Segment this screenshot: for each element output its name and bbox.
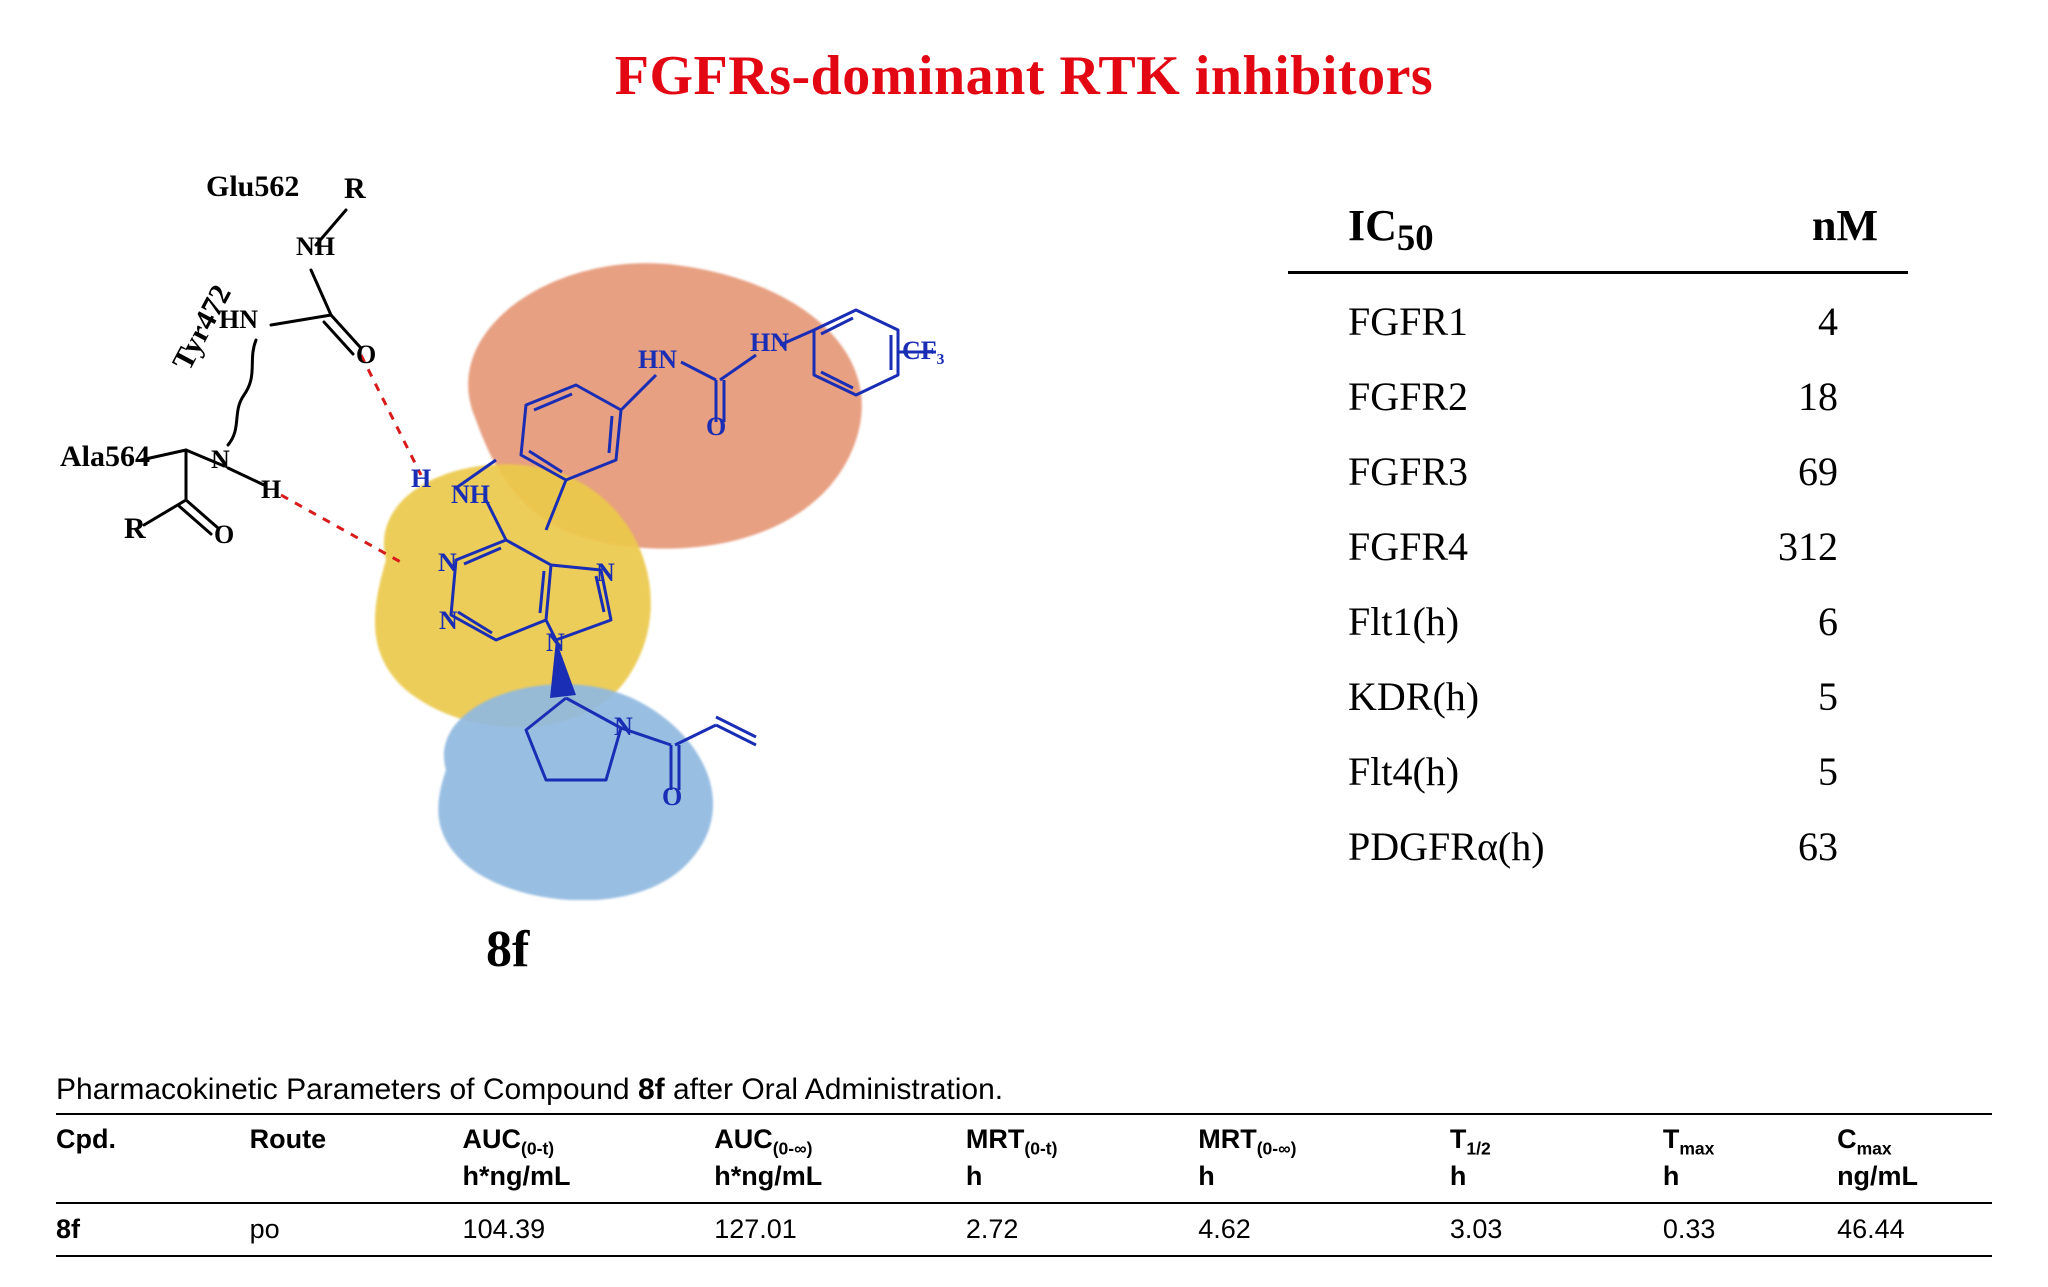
pk-col-header: T1/2h: [1450, 1123, 1663, 1194]
atom-N-ring: N: [614, 712, 633, 742]
atom-O2: O: [214, 520, 234, 550]
ic50-row: FGFR1 4: [1288, 284, 1908, 359]
pk-cell: 46.44: [1837, 1214, 1992, 1245]
atom-H-mid: H: [261, 475, 281, 505]
atom-H-core: H: [411, 464, 431, 494]
ic50-row: FGFR2 18: [1288, 359, 1908, 434]
pk-block: Pharmacokinetic Parameters of Compound 8…: [56, 1073, 1992, 1257]
ic50-kinase: Flt1(h): [1348, 598, 1459, 645]
ic50-kinase: PDGFRα(h): [1348, 823, 1545, 870]
atom-N-pyr3: N: [596, 558, 615, 588]
ic50-header-left: IC50: [1348, 200, 1434, 259]
pk-caption-suffix: after Oral Administration.: [665, 1073, 1003, 1106]
pk-col-header: Cpd.: [56, 1123, 250, 1194]
pk-cell: 0.33: [1663, 1214, 1837, 1245]
ic50-kinase: FGFR4: [1348, 523, 1468, 570]
pk-cell: po: [250, 1214, 463, 1245]
ic50-row: Flt4(h) 5: [1288, 734, 1908, 809]
atom-N-pyr1: N: [438, 548, 457, 578]
atom-HN-urea1: HN: [638, 345, 677, 375]
atom-N-pyr2: N: [439, 606, 458, 636]
pk-col-header: Tmaxh: [1663, 1123, 1837, 1194]
pk-cell: 3.03: [1450, 1214, 1663, 1245]
molecule-diagram: Glu562 R NH HN O Tyr472 Ala564 N H O R H…: [56, 150, 956, 1000]
ic50-row: FGFR4 312: [1288, 509, 1908, 584]
ic50-value: 69: [1738, 448, 1838, 495]
ic50-header-row: IC50 nM: [1288, 200, 1908, 274]
ic50-value: 18: [1738, 373, 1838, 420]
pk-cell: 104.39: [463, 1214, 715, 1245]
pk-row: 8fpo104.39127.012.724.623.030.3346.44: [56, 1204, 1992, 1255]
ic50-row: PDGFRα(h) 63: [1288, 809, 1908, 884]
pk-table: Cpd.RouteAUC(0-t)h*ng/mLAUC(0-∞)h*ng/mLM…: [56, 1113, 1992, 1257]
ic50-kinase: KDR(h): [1348, 673, 1479, 720]
pk-caption: Pharmacokinetic Parameters of Compound 8…: [56, 1073, 1992, 1113]
label-R-bottom: R: [124, 512, 146, 546]
atom-NH-top: NH: [296, 232, 335, 262]
pk-cell: 2.72: [966, 1214, 1198, 1245]
pk-cell: 8f: [56, 1214, 250, 1245]
pk-caption-bold: 8f: [638, 1073, 665, 1106]
pk-col-header: AUC(0-∞)h*ng/mL: [714, 1123, 966, 1194]
ic50-value: 5: [1738, 673, 1838, 720]
ic50-kinase: FGFR3: [1348, 448, 1468, 495]
ic50-row: KDR(h) 5: [1288, 659, 1908, 734]
atom-O1: O: [356, 340, 376, 370]
ic50-header-left-sub: 50: [1397, 217, 1434, 258]
atom-O-urea: O: [706, 412, 726, 442]
ic50-value: 312: [1738, 523, 1838, 570]
pk-col-header: AUC(0-t)h*ng/mL: [463, 1123, 715, 1194]
atom-HN-urea2: HN: [750, 328, 789, 358]
label-ala564: Ala564: [60, 440, 150, 474]
atom-N-pyr4: N: [546, 628, 565, 658]
ic50-row: FGFR3 69: [1288, 434, 1908, 509]
atom-CF3: CF₃: [902, 336, 944, 366]
ic50-body: FGFR1 4 FGFR2 18 FGFR3 69 FGFR4 312 Flt1(h) 6 KDR(…: [1288, 274, 1908, 884]
ic50-value: 6: [1738, 598, 1838, 645]
atom-NH-core: NH: [451, 480, 490, 510]
hbond-lines: [281, 355, 421, 565]
ic50-value: 4: [1738, 298, 1838, 345]
ic50-kinase: Flt4(h): [1348, 748, 1459, 795]
figure-page: FGFRs-dominant RTK inhibitors: [0, 0, 2048, 1287]
ic50-value: 63: [1738, 823, 1838, 870]
atom-N-mid: N: [211, 445, 230, 475]
pk-caption-prefix: Pharmacokinetic Parameters of Compound: [56, 1073, 638, 1106]
pk-table-head: Cpd.RouteAUC(0-t)h*ng/mLAUC(0-∞)h*ng/mLM…: [56, 1115, 1992, 1204]
pk-col-header: Cmaxng/mL: [1837, 1123, 1992, 1194]
compound-name: 8f: [486, 920, 529, 979]
ic50-header-right: nM: [1812, 200, 1878, 259]
pk-col-header: Route: [250, 1123, 463, 1194]
pk-col-header: MRT(0-t)h: [966, 1123, 1198, 1194]
pk-cell: 4.62: [1198, 1214, 1450, 1245]
ligand-core: [451, 310, 936, 790]
atom-O-acryl: O: [662, 782, 682, 812]
ic50-value: 5: [1738, 748, 1838, 795]
pk-cell: 127.01: [714, 1214, 966, 1245]
ic50-kinase: FGFR1: [1348, 298, 1468, 345]
ic50-row: Flt1(h) 6: [1288, 584, 1908, 659]
pk-col-header: MRT(0-∞)h: [1198, 1123, 1450, 1194]
ic50-header-left-text: IC: [1348, 201, 1397, 250]
ic50-table: IC50 nM FGFR1 4 FGFR2 18 FGFR3 69 FGFR4 312 Flt1…: [1288, 200, 1908, 884]
pk-table-body: 8fpo104.39127.012.724.623.030.3346.44: [56, 1204, 1992, 1255]
label-R-top: R: [344, 172, 366, 206]
ic50-kinase: FGFR2: [1348, 373, 1468, 420]
figure-title: FGFRs-dominant RTK inhibitors: [0, 0, 2048, 108]
molecule-svg: [56, 150, 956, 890]
label-glu562: Glu562: [206, 170, 299, 204]
